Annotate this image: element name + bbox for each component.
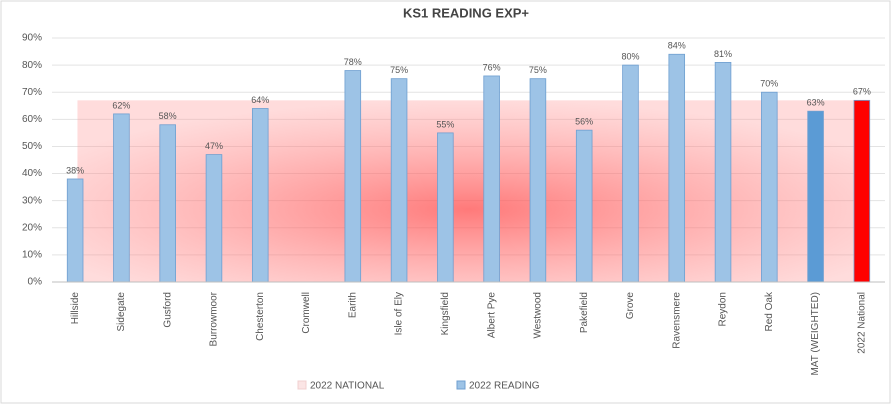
- x-tick-label: MAT (WEIGHTED): [810, 292, 821, 376]
- bar: [344, 70, 362, 283]
- data-label: 76%: [483, 62, 501, 72]
- data-label: 62%: [112, 100, 130, 110]
- x-tick-label: Hillside: [70, 292, 81, 325]
- data-label: 38%: [66, 165, 84, 175]
- x-tick-label: Gusford: [162, 292, 173, 328]
- y-tick-label: 60%: [22, 114, 42, 125]
- y-tick-label: 80%: [22, 60, 42, 71]
- data-label: 64%: [251, 95, 269, 105]
- data-label: 81%: [714, 49, 732, 59]
- data-label: 78%: [344, 57, 362, 67]
- x-tick-label: Chesterton: [255, 292, 266, 341]
- data-label: 56%: [575, 117, 593, 127]
- legend-label: 2022 READING: [469, 381, 540, 392]
- data-label: 63%: [807, 98, 825, 108]
- bar: [483, 75, 500, 283]
- bar: [714, 62, 732, 283]
- bar: [251, 108, 269, 283]
- x-tick-label: Ravensmere: [671, 292, 682, 349]
- x-tick-label: Isle of Ely: [394, 292, 405, 335]
- bar: [113, 113, 130, 283]
- x-tick-label: Pakefield: [579, 292, 590, 333]
- x-tick-label: 2022 National: [857, 292, 868, 354]
- bar: [205, 154, 223, 283]
- data-label: 70%: [760, 79, 778, 89]
- x-tick-label: Grove: [625, 292, 636, 320]
- y-tick-label: 20%: [22, 222, 42, 233]
- y-tick-label: 70%: [22, 87, 42, 98]
- legend-swatch: [297, 380, 307, 390]
- y-tick-label: 50%: [22, 141, 42, 152]
- x-tick-label: Earith: [347, 292, 358, 318]
- x-tick-label: Reydon: [718, 292, 729, 326]
- bar: [761, 91, 778, 283]
- bar: [853, 99, 871, 283]
- x-tick-label: Kingsfield: [440, 292, 451, 335]
- x-tick-label: Westwood: [533, 292, 544, 339]
- bar: [622, 64, 639, 283]
- legend-label: 2022 NATIONAL: [310, 381, 385, 392]
- bar: [159, 124, 176, 283]
- legend-swatch: [456, 380, 466, 390]
- x-tick-label: Sidegate: [116, 292, 127, 332]
- bar: [437, 132, 454, 283]
- bar: [807, 110, 824, 283]
- x-tick-label: Burrowmoor: [209, 291, 220, 346]
- x-tick-label: Red Oak: [764, 291, 775, 331]
- bar: [390, 78, 408, 283]
- data-label: 80%: [621, 51, 639, 61]
- chart-title: KS1 READING EXP+: [403, 5, 529, 20]
- y-tick-label: 10%: [22, 250, 42, 261]
- national-band: [77, 100, 860, 282]
- bar: [66, 178, 84, 283]
- y-tick-label: 90%: [22, 33, 42, 44]
- data-label: 58%: [159, 111, 177, 121]
- bar: [668, 53, 686, 283]
- y-tick-label: 0%: [28, 277, 43, 288]
- data-label: 67%: [853, 87, 871, 97]
- data-label: 84%: [668, 41, 686, 51]
- bar: [575, 129, 593, 283]
- data-label: 75%: [529, 65, 547, 75]
- bar: [529, 78, 547, 283]
- data-label: 75%: [390, 65, 408, 75]
- x-tick-label: Albert Pye: [486, 292, 497, 339]
- x-tick-label: Cromwell: [301, 292, 312, 334]
- data-label: 47%: [205, 141, 223, 151]
- y-tick-label: 30%: [22, 195, 42, 206]
- data-label: 55%: [436, 119, 454, 129]
- y-tick-label: 40%: [22, 168, 42, 179]
